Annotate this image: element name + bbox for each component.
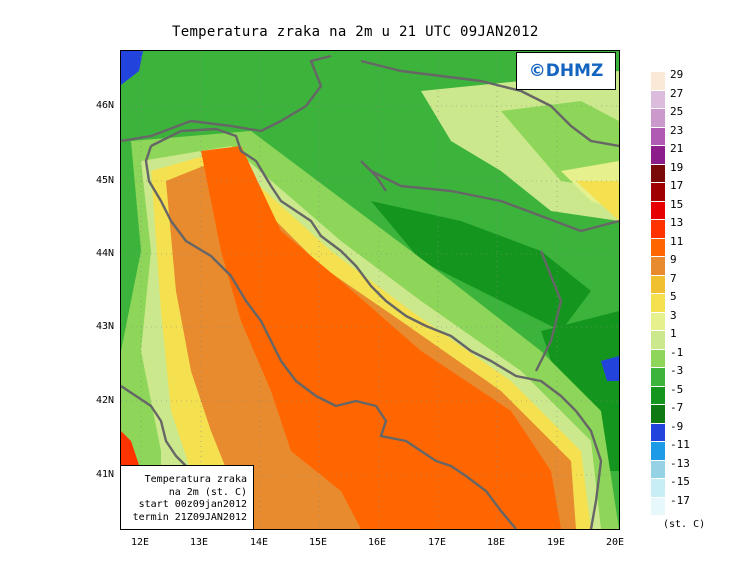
legend-units: (st. C) — [663, 519, 706, 530]
info-line-1: Temperatura zraka — [144, 474, 247, 485]
legend-label: 5 — [670, 290, 677, 303]
lon-label-19e: 19E — [546, 537, 566, 548]
lat-label-45n: 45N — [95, 175, 114, 186]
legend-swatch — [651, 275, 665, 293]
legend-swatch — [651, 146, 665, 164]
legend-label: 9 — [670, 253, 677, 266]
lat-label-44n: 44N — [95, 248, 114, 259]
legend-label: 7 — [670, 271, 677, 285]
info-line-4: termin 21Z09JAN2012 — [132, 511, 247, 523]
legend-label: -5 — [670, 382, 684, 396]
lon-label-15e: 15E — [308, 537, 328, 548]
legend-swatch — [651, 405, 665, 423]
lon-label-12e: 12E — [130, 537, 150, 548]
info-line-3: start 00z09jan2012 — [138, 499, 247, 510]
legend-label: 29 — [670, 68, 684, 81]
legend-swatch — [651, 72, 665, 90]
dark-zone-interior — [371, 201, 591, 331]
info-line-2: na 2m (st. C) — [168, 486, 247, 498]
legend-swatch — [651, 257, 665, 275]
legend-label: -11 — [670, 438, 690, 451]
temperature-field — [121, 51, 619, 529]
legend-swatch — [651, 479, 665, 497]
legend-label: 19 — [670, 160, 684, 174]
legend-swatch — [651, 423, 665, 441]
temperature-map — [120, 50, 620, 530]
legend-label: -13 — [670, 456, 690, 470]
legend-label: -17 — [670, 493, 690, 507]
legend-label: 17 — [670, 179, 684, 192]
legend-label: -7 — [670, 401, 684, 414]
legend-swatch — [651, 331, 665, 349]
lon-label-20e: 20E — [605, 537, 625, 548]
lat-label-41n: 41N — [95, 469, 114, 480]
legend-swatch — [651, 90, 665, 108]
legend-swatch — [651, 109, 665, 127]
lon-label-17e: 17E — [427, 537, 447, 548]
coastline — [121, 54, 619, 529]
map-title: Temperatura zraka na 2m u 21 UTC 09JAN20… — [172, 24, 539, 40]
legend-label: 25 — [670, 105, 684, 118]
legend-swatch — [651, 238, 665, 256]
info-box: Temperatura zraka na 2m (st. C) start 00… — [121, 465, 254, 529]
legend-label: -1 — [670, 345, 684, 359]
legend-swatch — [651, 294, 665, 312]
lon-label-14e: 14E — [249, 537, 269, 548]
legend-label: 3 — [670, 308, 677, 322]
dhmz-logo: ©DHMZ — [516, 52, 616, 90]
legend-label: -15 — [670, 475, 690, 488]
lat-label-43n: 43N — [95, 321, 114, 332]
lon-label-13e: 13E — [189, 537, 209, 548]
sea-deep-orange — [201, 146, 561, 529]
lat-label-46n: 46N — [95, 100, 114, 111]
graticule — [121, 51, 619, 529]
yellow-zone-ne — [576, 181, 619, 221]
legend-swatch — [651, 220, 665, 238]
legend-label: 23 — [670, 123, 684, 137]
lon-label-18e: 18E — [486, 537, 506, 548]
legend-swatch — [651, 164, 665, 182]
legend-label: 11 — [670, 234, 684, 248]
legend-swatch — [651, 127, 665, 145]
legend-swatch — [651, 368, 665, 386]
lon-label-16e: 16E — [367, 537, 387, 548]
legend-swatch — [651, 386, 665, 404]
cold-zone-e — [601, 356, 619, 381]
cold-zone-nw — [121, 51, 143, 85]
legend-swatch — [651, 349, 665, 367]
legend-label: 21 — [670, 142, 684, 155]
legend-label: -9 — [670, 419, 684, 433]
legend-label: 13 — [670, 216, 684, 229]
legend-label: 1 — [670, 327, 677, 340]
legend-swatch — [651, 497, 665, 515]
legend-label: 27 — [670, 86, 684, 100]
lat-label-42n: 42N — [95, 395, 114, 406]
legend-label: -3 — [670, 364, 684, 377]
legend-swatch — [651, 312, 665, 330]
legend-swatch — [651, 442, 665, 460]
legend-swatch — [651, 183, 665, 201]
legend-swatch — [651, 201, 665, 219]
legend-label: 15 — [670, 197, 684, 211]
legend-swatch — [651, 460, 665, 478]
